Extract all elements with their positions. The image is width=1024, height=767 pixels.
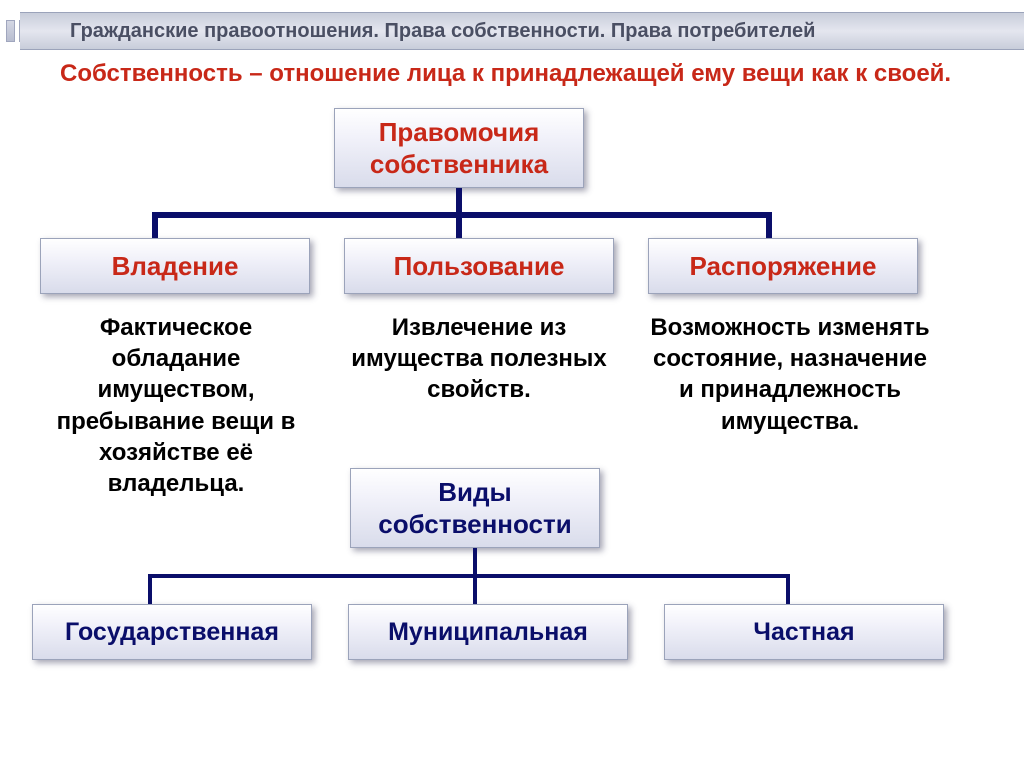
box-power-2: Пользование [344, 238, 614, 294]
definition-text: Собственность – отношение лица к принадл… [60, 58, 960, 90]
power-2-title: Пользование [394, 251, 565, 282]
box-type-2: Муниципальная [348, 604, 628, 660]
conn-top-vert [456, 188, 462, 212]
box-powers-line2: собственника [370, 148, 548, 181]
conn-types-horiz [148, 574, 790, 578]
conn-top-horiz [152, 212, 772, 218]
header-title: Гражданские правоотношения. Права собств… [70, 20, 815, 43]
conn-to-t1 [148, 574, 152, 604]
types-line2: собственности [378, 508, 571, 541]
box-power-3: Распоряжение [648, 238, 918, 294]
power-1-title: Владение [112, 251, 239, 282]
type-2-label: Муниципальная [388, 618, 588, 647]
box-power-1: Владение [40, 238, 310, 294]
type-3-label: Частная [753, 618, 854, 647]
type-1-label: Государственная [65, 618, 279, 647]
conn-to-t2 [473, 574, 477, 604]
box-types-root: Виды собственности [350, 468, 600, 548]
header-bar: Гражданские правоотношения. Права собств… [20, 12, 1024, 50]
conn-to-col2 [456, 212, 462, 238]
conn-types-vert [473, 548, 477, 574]
box-powers-root: Правомочия собственника [334, 108, 584, 188]
power-3-desc: Возможность изменять состояние, назначен… [650, 312, 930, 437]
box-powers-line1: Правомочия [370, 116, 548, 149]
side-bar-1 [6, 20, 15, 42]
conn-to-t3 [786, 574, 790, 604]
types-line1: Виды [378, 476, 571, 509]
power-1-desc: Фактическое обладание имуществом, пребыв… [36, 312, 316, 499]
power-2-desc: Извлечение из имущества полезных свойств… [344, 312, 614, 406]
power-3-title: Распоряжение [690, 251, 877, 282]
box-type-1: Государственная [32, 604, 312, 660]
conn-to-col1 [152, 212, 158, 238]
conn-to-col3 [766, 212, 772, 238]
box-type-3: Частная [664, 604, 944, 660]
